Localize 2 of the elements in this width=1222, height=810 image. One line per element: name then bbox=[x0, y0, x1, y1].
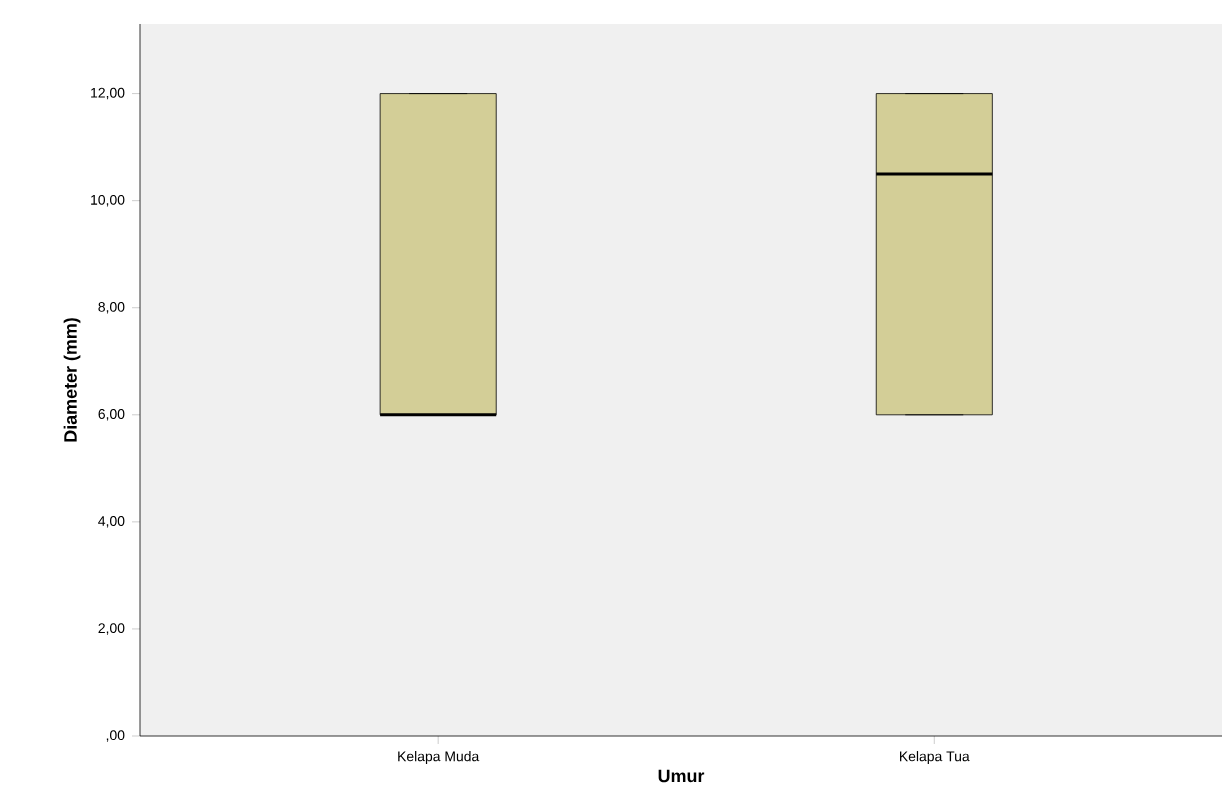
x-axis-title: Umur bbox=[658, 769, 705, 783]
y-axis-title: Diameter (mm) bbox=[63, 318, 81, 442]
